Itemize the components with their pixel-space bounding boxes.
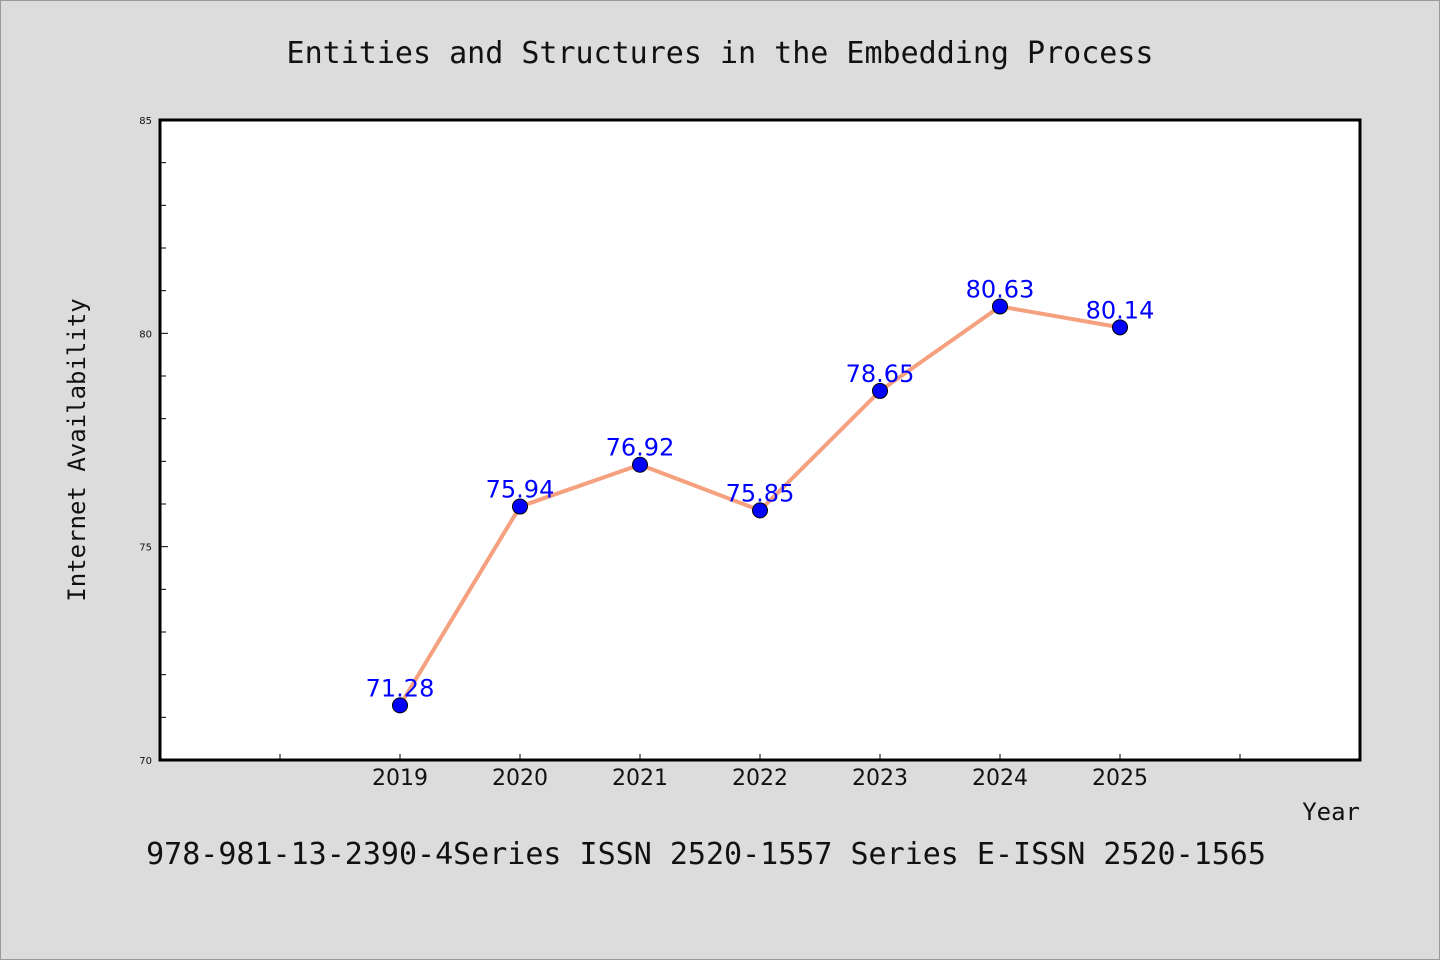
y-tick-label: 75 bbox=[139, 543, 152, 554]
data-point bbox=[752, 502, 768, 519]
x-tick-label: 2021 bbox=[612, 766, 668, 791]
y-tick-label: 85 bbox=[139, 116, 152, 127]
x-tick-label: 2024 bbox=[972, 766, 1028, 791]
y-axis-label: Internet Availability bbox=[63, 298, 91, 601]
x-tick-label: 2020 bbox=[492, 766, 548, 791]
data-point bbox=[632, 456, 648, 473]
y-axis: 70 75 80 85 bbox=[139, 116, 168, 767]
x-axis-label: Year bbox=[1302, 798, 1360, 826]
chart-title: Entities and Structures in the Embedding… bbox=[287, 36, 1154, 71]
data-point bbox=[1112, 319, 1128, 336]
x-tick-label: 2023 bbox=[852, 766, 908, 791]
data-label: 80.14 bbox=[1086, 296, 1155, 324]
x-tick-label: 2025 bbox=[1092, 766, 1148, 791]
data-label: 78.65 bbox=[846, 360, 915, 388]
x-axis: 2019 2020 2021 2022 2023 2024 2025 bbox=[279, 754, 1241, 791]
data-label: 75.94 bbox=[486, 476, 555, 504]
data-point bbox=[992, 298, 1008, 315]
x-tick-label: 2022 bbox=[732, 766, 788, 791]
data-point bbox=[872, 382, 888, 399]
data-label: 75.85 bbox=[726, 479, 795, 507]
data-label: 80.63 bbox=[966, 275, 1035, 303]
series-layer: 71.28 75.94 76.92 75.85 78.65 80.63 80.14 bbox=[366, 275, 1155, 714]
footer-text: 978-981-13-2390-4Series ISSN 2520-1557 S… bbox=[146, 837, 1266, 872]
data-point bbox=[512, 498, 528, 515]
y-tick-label: 70 bbox=[139, 756, 152, 767]
x-tick-label: 2019 bbox=[372, 766, 428, 791]
data-label: 71.28 bbox=[366, 674, 435, 702]
plot-area bbox=[158, 118, 1362, 762]
data-point bbox=[392, 697, 408, 714]
data-label: 76.92 bbox=[606, 434, 675, 462]
y-tick-label: 80 bbox=[139, 329, 152, 340]
